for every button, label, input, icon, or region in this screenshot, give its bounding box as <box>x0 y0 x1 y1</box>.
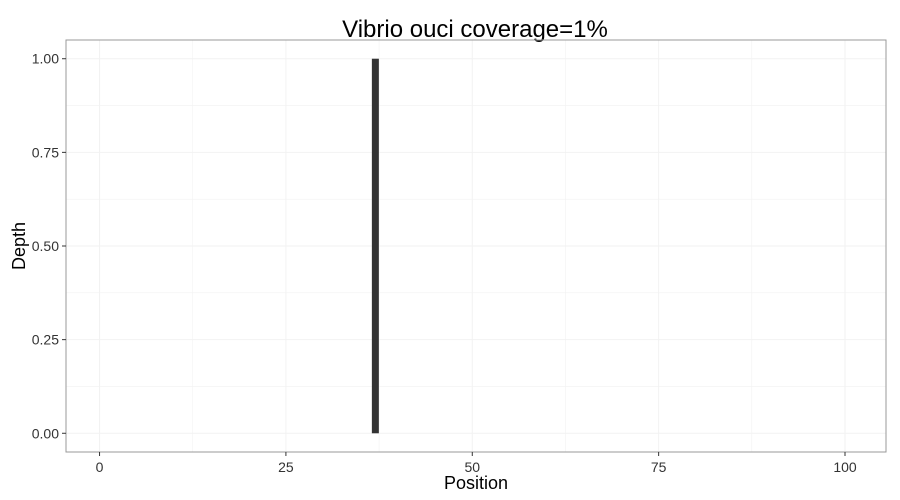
y-tick-label: 0.75 <box>32 144 59 160</box>
chart-title: Vibrio ouci coverage=1% <box>342 16 608 43</box>
y-axis-ticks: 0.00 0.25 0.50 0.75 1.00 <box>32 51 66 441</box>
y-tick-label: 0.00 <box>32 425 59 441</box>
grid-lines <box>66 40 886 452</box>
y-axis-label: Depth <box>9 222 29 270</box>
x-tick-label: 50 <box>464 459 480 475</box>
x-axis-ticks: 0 25 50 75 100 <box>96 452 857 475</box>
y-tick-label: 0.25 <box>32 332 59 348</box>
x-tick-label: 25 <box>278 459 294 475</box>
x-axis-label: Position <box>444 473 508 493</box>
x-tick-label: 100 <box>833 459 857 475</box>
depth-bar <box>371 58 379 434</box>
x-tick-label: 75 <box>651 459 667 475</box>
y-tick-label: 1.00 <box>32 51 59 67</box>
y-tick-label: 0.50 <box>32 238 59 254</box>
bars-layer <box>371 58 379 434</box>
x-tick-label: 0 <box>96 459 104 475</box>
